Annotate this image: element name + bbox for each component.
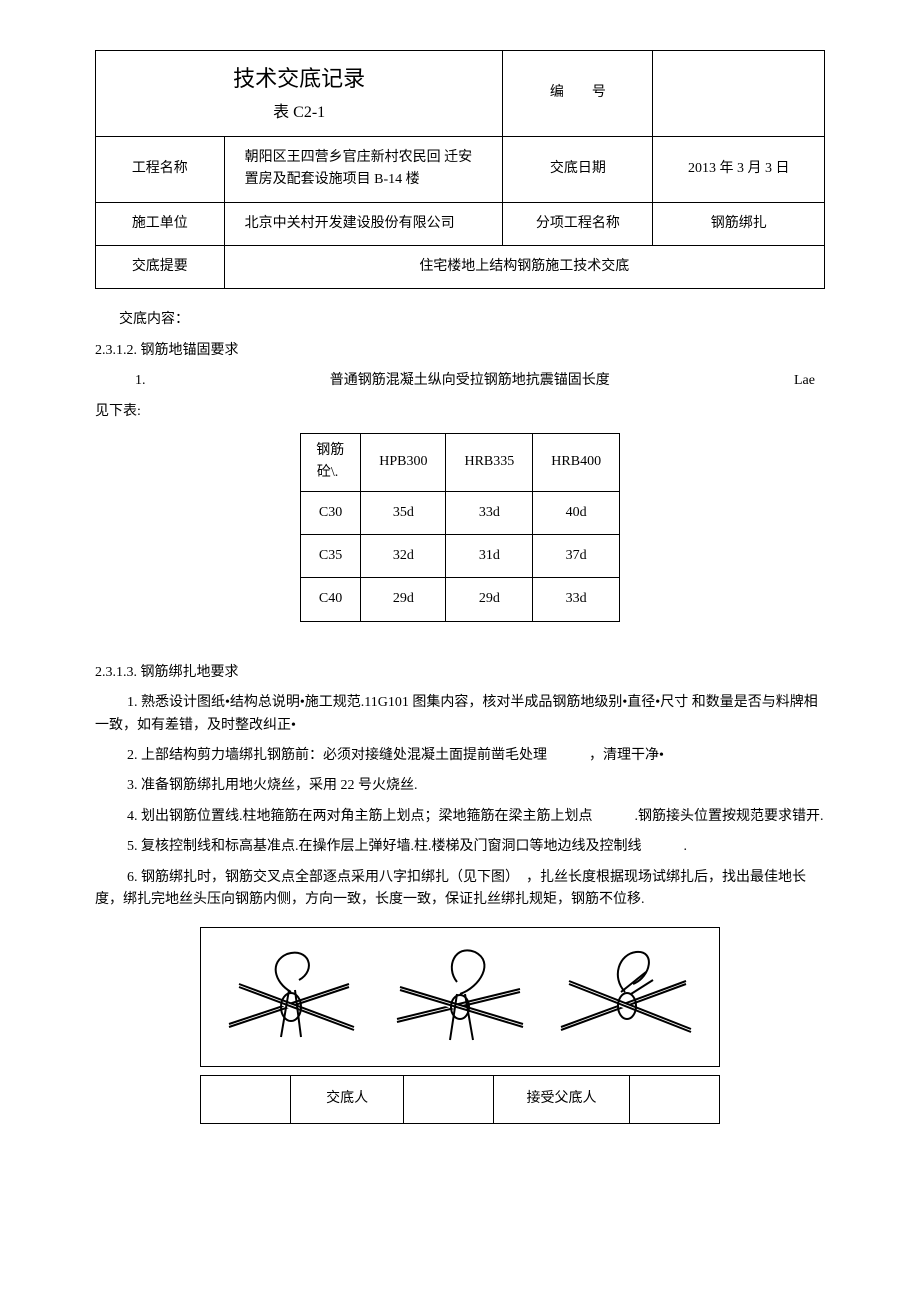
col-hrb335: HRB335 — [446, 433, 533, 491]
knot-icon-1 — [219, 942, 369, 1052]
cell: 31d — [446, 535, 533, 578]
title-cell: 技术交底记录 表 C2-1 — [96, 51, 503, 137]
summary-label: 交底提要 — [96, 245, 225, 288]
construct-unit-label: 施工单位 — [96, 202, 225, 245]
table-row: C30 35d 33d 40d — [300, 491, 619, 534]
lae-prefix: 1. — [135, 370, 146, 392]
cell: 35d — [361, 491, 446, 534]
date-label: 交底日期 — [503, 136, 653, 202]
section-2312: 2.3.1.2. 钢筋地锚固要求 — [95, 340, 825, 362]
date-value: 2013 年 3 月 3 日 — [653, 136, 825, 202]
cell: 29d — [361, 578, 446, 621]
table-row: C35 32d 31d 37d — [300, 535, 619, 578]
knot-diagram — [200, 927, 720, 1067]
col-hpb300: HPB300 — [361, 433, 446, 491]
item-1: 1. 熟悉设计图纸•结构总说明•施工规范.11G101 图集内容，核对半成品钢筋… — [95, 692, 825, 737]
summary-value: 住宅楼地上结构钢筋施工技术交底 — [224, 245, 824, 288]
lae-text: 普通钢筋混凝土纵向受拉钢筋地抗震锚固长度 — [330, 370, 610, 392]
diag-bottom: 砼\. — [313, 462, 348, 484]
item-5: 5. 复核控制线和标高基准点.在操作层上弹好墙.柱.楼梯及门窗洞口等地边线及控制… — [95, 836, 825, 858]
item-6: 6. 钢筋绑扎时，钢筋交叉点全部逐点采用八字扣绑扎（见下图） ，扎丝长度根据现场… — [95, 867, 825, 912]
cell: 33d — [533, 578, 620, 621]
footer-col5 — [629, 1076, 719, 1123]
footer-col3 — [404, 1076, 494, 1123]
sub-project-value: 钢筋绑扎 — [653, 202, 825, 245]
header-table: 技术交底记录 表 C2-1 编 号 工程名称 朝阳区王四营乡官庄新村农民回 迁安… — [95, 50, 825, 289]
diag-top: 钢筋 — [313, 440, 348, 462]
content-label: 交底内容： — [95, 309, 825, 331]
footer-table: 交底人 接受父底人 — [200, 1075, 720, 1123]
lae-suffix: 见下表: — [95, 401, 825, 423]
item-2: 2. 上部结构剪力墙绑扎钢筋前：必须对接缝处混凝土面提前凿毛处理 ，清理干净• — [95, 745, 825, 767]
cell: 32d — [361, 535, 446, 578]
col-hrb400: HRB400 — [533, 433, 620, 491]
row-c35-label: C35 — [300, 535, 360, 578]
number-label: 编 号 — [503, 51, 653, 137]
title-main: 技术交底记录 — [233, 66, 365, 91]
footer-receiver-label: 接受父底人 — [494, 1076, 629, 1123]
footer-sender-label: 交底人 — [291, 1076, 404, 1123]
item-4: 4. 划出钢筋位置线.柱地箍筋在两对角主筋上划点；梁地箍筋在梁主筋上划点 .钢筋… — [95, 806, 825, 828]
number-value — [653, 51, 825, 137]
project-name-value: 朝阳区王四营乡官庄新村农民回 迁安置房及配套设施项目 B-14 楼 — [224, 136, 503, 202]
section-2313: 2.3.1.3. 钢筋绑扎地要求 — [95, 662, 825, 684]
footer-col1 — [201, 1076, 291, 1123]
construct-unit-value: 北京中关村开发建设股份有限公司 — [224, 202, 503, 245]
row-c30-label: C30 — [300, 491, 360, 534]
knot-icon-3 — [551, 942, 701, 1052]
row-c40-label: C40 — [300, 578, 360, 621]
cell: 29d — [446, 578, 533, 621]
table-row: C40 29d 29d 33d — [300, 578, 619, 621]
sub-project-label: 分项工程名称 — [503, 202, 653, 245]
knot-icon-2 — [385, 942, 535, 1052]
cell: 37d — [533, 535, 620, 578]
content-section: 交底内容： 2.3.1.2. 钢筋地锚固要求 1. 普通钢筋混凝土纵向受拉钢筋地… — [95, 309, 825, 1123]
diag-header: 钢筋 砼\. — [300, 433, 360, 491]
cell: 40d — [533, 491, 620, 534]
item-3: 3. 准备钢筋绑扎用地火烧丝，采用 22 号火烧丝. — [95, 775, 825, 797]
lae-symbol: Lae — [794, 370, 815, 392]
project-name-label: 工程名称 — [96, 136, 225, 202]
lae-line: 1. 普通钢筋混凝土纵向受拉钢筋地抗震锚固长度 Lae — [95, 370, 825, 392]
anchor-table: 钢筋 砼\. HPB300 HRB335 HRB400 C30 35d 33d … — [300, 433, 620, 622]
title-sub: 表 C2-1 — [116, 100, 482, 126]
cell: 33d — [446, 491, 533, 534]
